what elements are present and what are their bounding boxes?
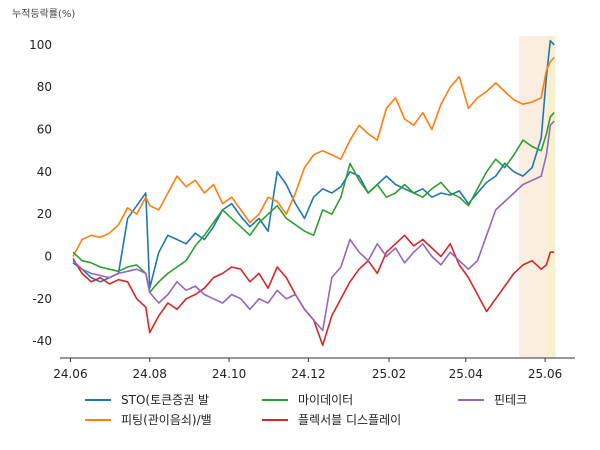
y-tick-label: 100: [29, 38, 52, 52]
x-tick-label: 24.08: [133, 367, 167, 381]
y-tick-label: 40: [37, 165, 52, 179]
legend-label-3: 플렉서블 디스플레이: [298, 413, 401, 427]
y-tick-label: -20: [32, 292, 52, 306]
unit-label: 누적등락률(%): [12, 8, 75, 20]
series-line-2: [72, 112, 555, 294]
series-line-1: [72, 57, 555, 257]
legend-label-2: 마이데이터: [298, 393, 353, 407]
x-tick-label: 25.02: [372, 367, 406, 381]
shaded-region-0: [519, 36, 547, 358]
shaded-region-1: [546, 36, 556, 358]
y-tick-label: 60: [37, 123, 52, 137]
axes: -40 -20 0 20 40 60 80 100 24.06 24.08 24.10 24.12 25…: [29, 38, 575, 381]
x-tick-label: 25.04: [449, 367, 483, 381]
legend-label-4: 핀테크: [494, 393, 527, 407]
legend-label-1: 피팅(관이음쇠)/밸: [121, 413, 212, 427]
series-line-3: [72, 234, 555, 347]
shaded-regions: [519, 36, 556, 358]
series-lines: [72, 39, 555, 347]
legend-label-0: STO(토큰증권 발: [121, 393, 209, 407]
y-tick-label: 0: [44, 249, 52, 263]
x-tick-label: 24.12: [291, 367, 325, 381]
x-tick-label: 24.10: [212, 367, 246, 381]
y-tick-label: -40: [32, 334, 52, 348]
series-line-0: [72, 39, 555, 290]
y-tick-label: 20: [37, 207, 52, 221]
y-tick-label: 80: [37, 80, 52, 94]
series-line-4: [72, 120, 555, 332]
x-tick-label: 25.06: [528, 367, 562, 381]
x-tick-label: 24.06: [53, 367, 87, 381]
